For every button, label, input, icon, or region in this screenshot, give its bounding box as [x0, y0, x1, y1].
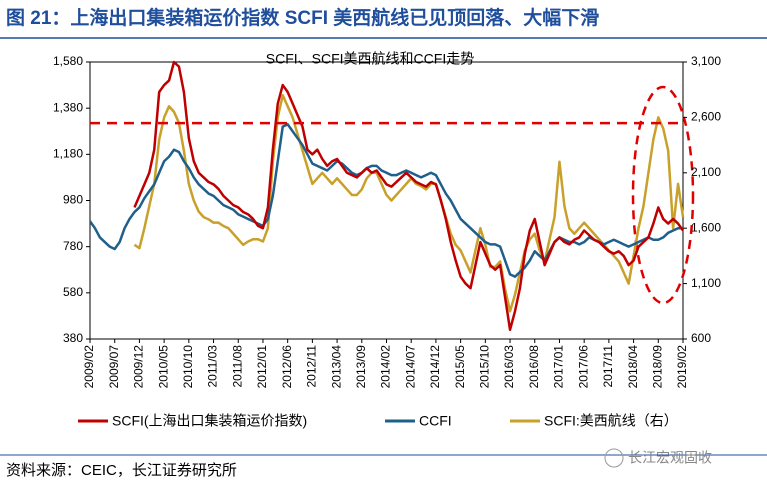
x-tick-label: 2010/10 [181, 345, 195, 389]
y2-tick-label: 1,100 [691, 276, 721, 290]
x-tick-label: 2017/06 [576, 345, 590, 389]
y-tick-label: 380 [63, 331, 83, 345]
x-tick-label: 2011/03 [206, 345, 220, 388]
x-tick-label: 2012/01 [255, 345, 269, 389]
y2-tick-label: 3,100 [691, 54, 721, 68]
x-tick-label: 2015/05 [453, 345, 467, 389]
y2-tick-label: 2,100 [691, 165, 721, 179]
y2-tick-label: 1,600 [691, 220, 721, 234]
legend-label: SCFI(上海出口集装箱运价指数) [112, 413, 307, 429]
x-tick-label: 2014/02 [379, 345, 393, 389]
x-tick-label: 2012/06 [280, 345, 294, 389]
series-line [88, 123, 683, 278]
y-tick-label: 1,580 [53, 54, 83, 68]
x-tick-label: 2011/08 [230, 345, 244, 388]
x-tick-label: 2009/02 [82, 345, 96, 389]
x-tick-label: 2009/07 [107, 345, 121, 389]
legend-label: CCFI [419, 413, 452, 429]
x-tick-label: 2018/04 [626, 345, 640, 389]
chart-title: SCFI、SCFI美西航线和CCFI走势 [266, 51, 474, 67]
y2-tick-label: 2,600 [691, 110, 721, 124]
header-title: 图 21：上海出口集装箱运价指数 SCFI 美西航线已见顶回落、大幅下滑 [6, 6, 599, 29]
watermark-icon [604, 448, 624, 468]
y-tick-label: 580 [63, 285, 83, 299]
x-tick-label: 2013/04 [329, 345, 343, 389]
x-tick-label: 2017/01 [552, 345, 566, 389]
y-tick-label: 980 [63, 193, 83, 207]
x-tick-label: 2009/12 [132, 345, 146, 389]
x-tick-label: 2019/02 [675, 345, 689, 389]
series-line [133, 60, 685, 332]
x-tick-label: 2018/09 [650, 345, 664, 389]
x-tick-label: 2016/03 [502, 345, 516, 389]
legend-label: SCFI:美西航线（右） [544, 413, 678, 429]
x-tick-label: 2010/05 [156, 345, 170, 389]
highlight-ellipse [631, 85, 695, 305]
x-tick-label: 2017/11 [601, 345, 615, 388]
watermark: 长江宏观固收 [628, 450, 712, 466]
series-line [133, 93, 685, 313]
x-tick-label: 2014/12 [428, 345, 442, 389]
y-tick-label: 1,180 [53, 147, 83, 161]
y-tick-label: 780 [63, 239, 83, 253]
x-tick-label: 2012/11 [305, 345, 319, 388]
plot-frame [89, 61, 684, 340]
y-tick-label: 1,380 [53, 100, 83, 114]
x-tick-label: 2014/07 [403, 345, 417, 389]
y2-tick-label: 600 [691, 331, 711, 345]
source-note: 资料来源：CEIC，长江证券研究所 [6, 462, 237, 479]
x-tick-label: 2013/09 [354, 345, 368, 389]
x-tick-label: 2016/08 [527, 345, 541, 389]
x-tick-label: 2015/10 [478, 345, 492, 389]
